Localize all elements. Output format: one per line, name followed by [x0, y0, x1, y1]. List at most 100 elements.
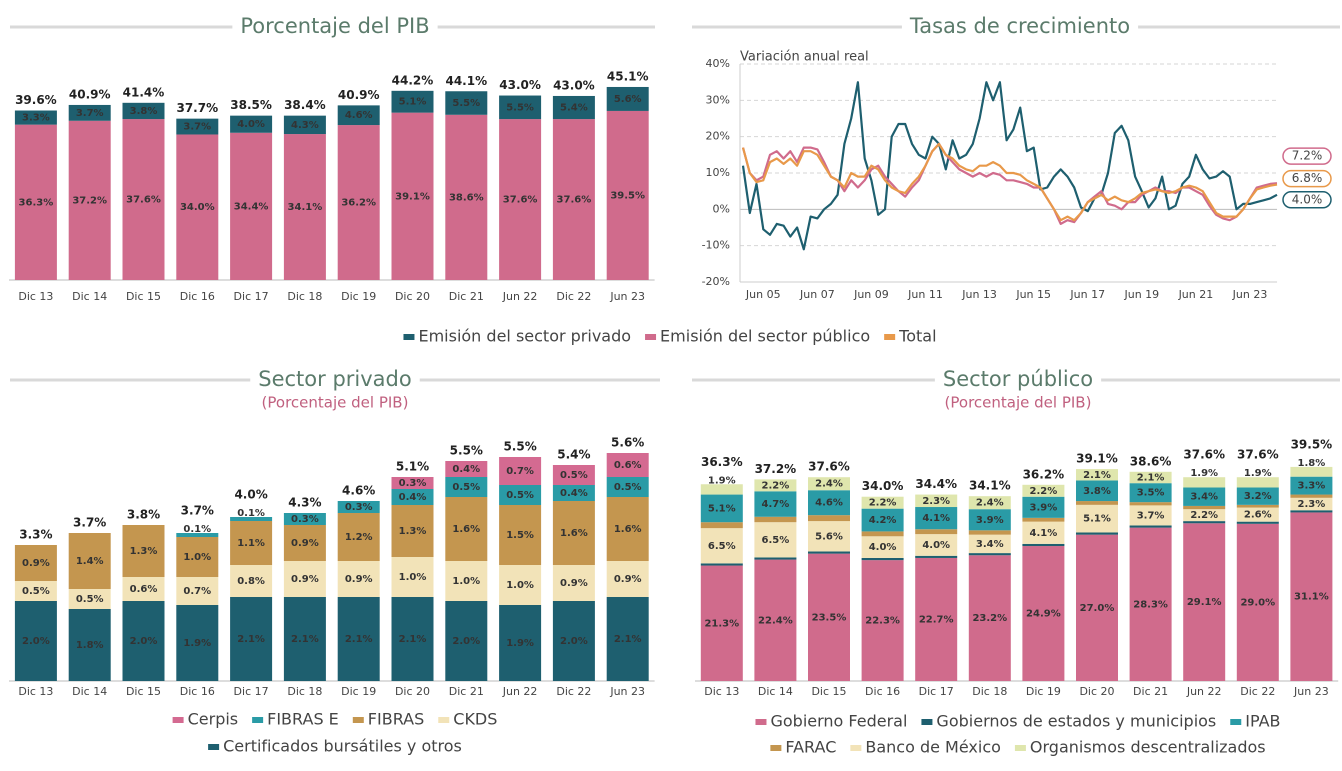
value-label: 2.1% [1137, 472, 1165, 483]
bar-segment [391, 489, 434, 505]
total-label: 37.6% [808, 460, 850, 474]
bar-segment [606, 497, 649, 561]
value-label: 6.5% [708, 541, 736, 552]
bar-segment [968, 553, 1011, 556]
bar-segment [915, 529, 958, 535]
legend-row: Emisión del sector privado Emisión del se… [403, 327, 937, 346]
bar-segment [968, 530, 1011, 535]
bar-segment [499, 95, 542, 120]
value-label: 2.2% [869, 498, 897, 509]
total-label: 5.6% [611, 436, 644, 450]
value-label: 22.3% [865, 616, 900, 627]
bar-segment [122, 525, 165, 577]
x-tick-label: Dic 18 [972, 685, 1007, 698]
value-label: 34.1% [288, 202, 323, 213]
bar-segment [606, 110, 649, 280]
x-tick-label: Dic 17 [234, 685, 269, 698]
total-label: 34.4% [915, 477, 957, 491]
x-tick-label: Dic 13 [18, 685, 53, 698]
bar-segment [1129, 471, 1172, 484]
x-tick-label: Dic 16 [180, 290, 215, 303]
bar-segment [499, 565, 542, 605]
x-tick-label: Dic 22 [556, 290, 591, 303]
value-label: 0.5% [76, 594, 104, 605]
x-tick-label: Dic 17 [234, 290, 269, 303]
bar-segment [391, 112, 434, 280]
bar-segment [552, 95, 595, 120]
bar-segment [499, 505, 542, 565]
bar-segment [337, 105, 380, 126]
x-tick-label: Dic 22 [556, 685, 591, 698]
x-tick-label: Dic 21 [1133, 685, 1168, 698]
value-label: 1.6% [452, 524, 480, 535]
legend-row: Certificados bursátiles y otros [208, 737, 462, 756]
bar-segment [337, 597, 380, 681]
x-tick-label: Dic 15 [126, 685, 161, 698]
value-label: 0.1% [183, 524, 211, 535]
legend-swatch [921, 719, 933, 725]
total-label: 39.1% [1076, 452, 1118, 466]
bar-segment [915, 555, 958, 558]
value-label: 1.6% [560, 528, 588, 539]
value-label: 21.3% [704, 618, 739, 629]
bar-segment [283, 513, 326, 525]
bar-segment [1183, 521, 1226, 524]
bar-segment [1076, 480, 1118, 502]
value-label: 3.8% [130, 106, 158, 117]
bar-segment [1129, 505, 1172, 526]
y-tick-label: 0% [713, 202, 730, 215]
value-label: 4.1% [1030, 528, 1058, 539]
value-label: 2.1% [291, 634, 319, 645]
bar-segment [230, 115, 273, 133]
bar-segment [861, 496, 904, 509]
value-label: 1.9% [1244, 468, 1272, 479]
end-label: 7.2% [1292, 149, 1323, 163]
value-label: 37.6% [126, 195, 161, 206]
bar-segment [606, 477, 649, 497]
value-label: 31.1% [1294, 592, 1329, 603]
x-tick-label: Dic 19 [1026, 685, 1061, 698]
total-label: 37.6% [1183, 448, 1225, 462]
value-label: 34.4% [234, 201, 269, 212]
bar-segment [754, 491, 797, 517]
bar-segment [1236, 487, 1279, 505]
bar-segment [230, 132, 273, 280]
legend-label: Gobiernos de estados y municipios [936, 712, 1216, 731]
value-label: 4.6% [815, 498, 843, 509]
bar-segment [14, 545, 57, 581]
total-label: 38.5% [230, 98, 272, 112]
bar-segment [1236, 504, 1279, 508]
bar-segment [1022, 517, 1065, 522]
value-label: 1.9% [183, 638, 211, 649]
legend-label: Gobierno Federal [770, 712, 907, 731]
value-label: 22.4% [758, 615, 793, 626]
value-label: 2.0% [22, 636, 50, 647]
bar-segment [391, 597, 434, 681]
value-label: 23.2% [972, 613, 1007, 624]
bar-segment [176, 577, 219, 605]
bar-segment [283, 561, 326, 597]
legend-swatch [884, 334, 896, 340]
bar-segment [176, 605, 219, 681]
value-label: 3.7% [1137, 510, 1165, 521]
total-label: 40.9% [69, 87, 111, 101]
bar-segment [1290, 494, 1333, 498]
bar-segment [1076, 534, 1118, 681]
bar-segment [176, 134, 219, 280]
total-label: 3.7% [73, 516, 106, 530]
value-label: 0.3% [345, 502, 373, 513]
total-label: 5.1% [396, 460, 429, 474]
bar-segment [1022, 543, 1065, 547]
bar-segment [700, 522, 743, 529]
bar-segment [445, 91, 488, 115]
x-tick-label: Dic 13 [704, 685, 739, 698]
x-tick-label: Jun 13 [961, 288, 997, 301]
total-label: 44.1% [445, 74, 487, 88]
bar-segment [968, 555, 1011, 681]
legend-label: Emisión del sector público [660, 327, 870, 346]
bar-segment [1129, 525, 1172, 528]
bar-segment [861, 508, 904, 532]
legend-row: FARAC Banco de México Organismos descentra… [770, 738, 1266, 757]
x-tick-label: Dic 21 [449, 290, 484, 303]
value-label: 2.3% [1298, 499, 1326, 510]
